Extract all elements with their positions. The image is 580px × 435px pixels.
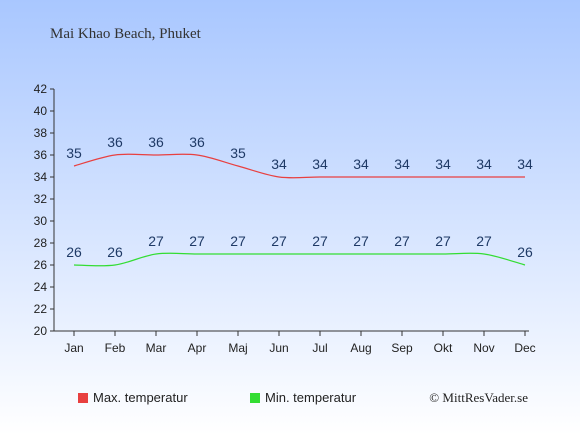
data-label-min: 26: [517, 244, 533, 260]
y-tick-label: 30: [34, 214, 48, 228]
y-tick-label: 34: [34, 170, 48, 184]
data-label-min: 26: [66, 244, 82, 260]
y-tick-label: 22: [34, 302, 48, 316]
series-line-max: [73, 153, 525, 179]
y-tick-label: 32: [34, 192, 48, 206]
data-label-max: 36: [107, 134, 123, 150]
data-label-min: 27: [476, 233, 492, 249]
y-tick-label: 20: [34, 324, 48, 338]
data-label-min: 27: [435, 233, 451, 249]
x-tick-label: Jul: [312, 341, 327, 355]
y-tick-label: 24: [34, 280, 48, 294]
y-tick-label: 28: [34, 236, 48, 250]
x-tick-label: Nov: [473, 341, 494, 355]
data-label-max: 36: [148, 134, 164, 150]
data-label-max: 36: [189, 134, 205, 150]
y-tick-label: 38: [34, 126, 48, 140]
data-label-min: 27: [394, 233, 410, 249]
data-label-max: 34: [312, 156, 328, 172]
series-line-min: [73, 252, 526, 267]
data-label-max: 34: [394, 156, 410, 172]
x-tick-label: Jan: [64, 341, 83, 355]
data-label-max: 34: [435, 156, 451, 172]
legend: Max. temperatur Min. temperatur: [78, 390, 357, 405]
data-label-max: 34: [517, 156, 533, 172]
x-tick-label: Feb: [105, 341, 126, 355]
x-tick-label: Mar: [146, 341, 167, 355]
x-tick-label: Jun: [269, 341, 288, 355]
x-tick-label: Okt: [434, 341, 453, 355]
legend-swatch-min: [250, 393, 260, 403]
y-tick-label: 26: [34, 258, 48, 272]
x-tick-label: Maj: [228, 341, 247, 355]
data-labels: 35 36 36 36 35 34 34 34 34 34 34 34 26 26 27 27 27 27 27 27…: [66, 134, 533, 260]
data-label-min: 26: [107, 244, 123, 260]
axes: 20 22 24 26 28 30 32 34 36 38 40 42 Jan Feb Mar Apr Maj J…: [34, 82, 536, 355]
data-label-min: 27: [230, 233, 246, 249]
x-tick-label: Aug: [350, 341, 371, 355]
data-label-min: 27: [189, 233, 205, 249]
data-label-min: 27: [271, 233, 287, 249]
data-label-max: 34: [476, 156, 492, 172]
data-label-min: 27: [353, 233, 369, 249]
x-tick-label: Sep: [391, 341, 413, 355]
legend-label-min: Min. temperatur: [265, 390, 357, 405]
copyright-text: © MittResVader.se: [429, 390, 528, 405]
legend-swatch-max: [78, 393, 88, 403]
data-label-min: 27: [312, 233, 328, 249]
y-tick-label: 36: [34, 148, 48, 162]
data-label-max: 35: [230, 145, 246, 161]
series-lines: [73, 153, 526, 267]
legend-label-max: Max. temperatur: [93, 390, 188, 405]
data-label-max: 34: [353, 156, 369, 172]
x-tick-label: Dec: [514, 341, 535, 355]
y-tick-label: 42: [34, 82, 48, 96]
x-tick-label: Apr: [188, 341, 207, 355]
chart-title: Mai Khao Beach, Phuket: [50, 26, 202, 42]
data-label-max: 34: [271, 156, 287, 172]
data-label-max: 35: [66, 145, 82, 161]
data-label-min: 27: [148, 233, 164, 249]
y-tick-label: 40: [34, 104, 48, 118]
